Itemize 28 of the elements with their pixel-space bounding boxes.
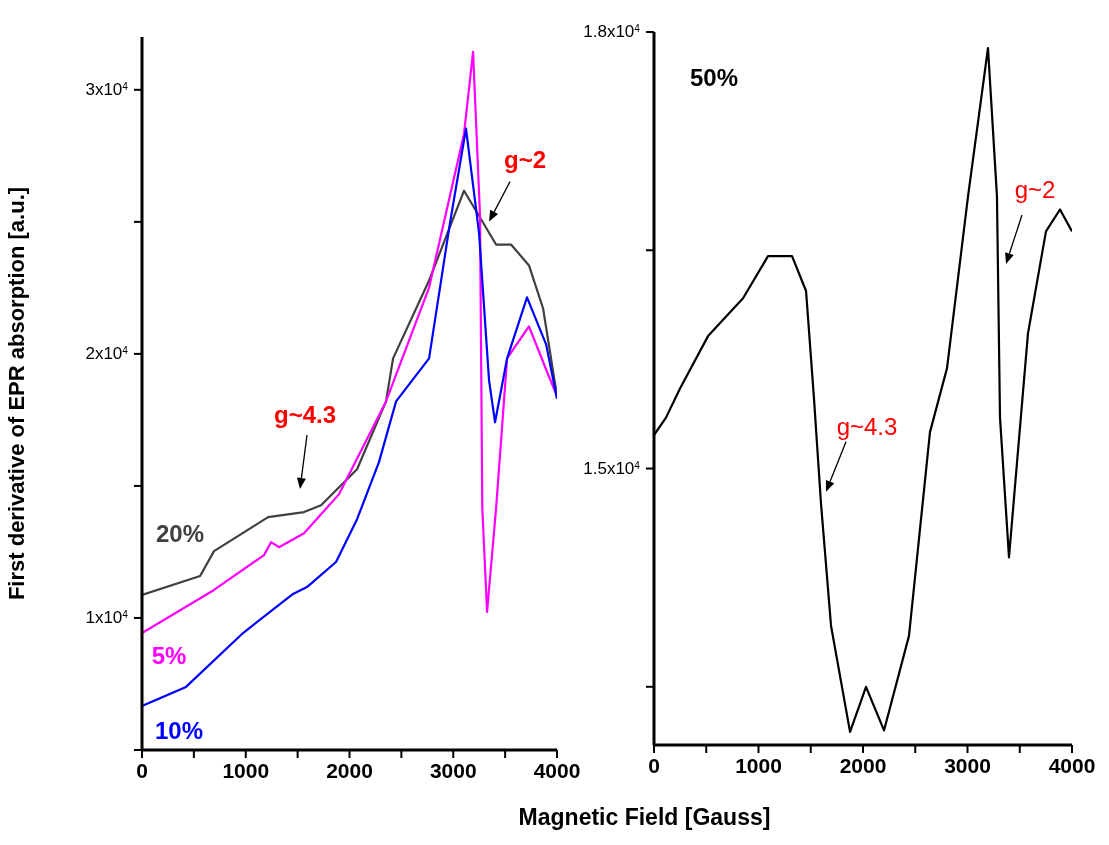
series-label: 20% <box>155 519 205 547</box>
annotation: g~4.3 <box>836 412 898 440</box>
x-tick-label: 2000 <box>326 759 373 782</box>
y-axis-title: First derivative of EPR absorption [a.u.] <box>3 186 29 601</box>
annotation: g~2 <box>1014 176 1056 203</box>
x-tick-label: 4000 <box>533 759 581 782</box>
x-tick-label: 3000 <box>429 759 477 782</box>
x-tick-label: 3000 <box>944 754 991 777</box>
x-tick-label: 1000 <box>222 759 270 782</box>
y-tick-label: 2x10$^{4}$ <box>85 343 129 363</box>
annotation: g~4.3 <box>273 401 337 428</box>
x-tick-label: 2000 <box>839 754 887 777</box>
annotation: g~2 <box>504 145 547 173</box>
x-tick-label: 4000 <box>1048 754 1096 777</box>
text: 50% <box>689 64 739 92</box>
x-tick-label: 0 <box>648 754 660 777</box>
x-tick-label: 0 <box>136 759 148 782</box>
y-tick-label: 1.8x10$^{4}$ <box>583 22 641 41</box>
y-tick-label: 3x10$^{4}$ <box>85 79 129 99</box>
line-series <box>142 189 557 597</box>
y-tick-label: 1.5x10$^{4}$ <box>583 458 641 478</box>
line-series <box>142 50 557 635</box>
series-label: 10% <box>154 716 204 744</box>
line-series <box>142 127 557 707</box>
x-axis-title: Magnetic Field [Gauss] <box>517 804 772 831</box>
x-tick-label: 1000 <box>735 754 782 777</box>
y-tick-label: 1x10$^{4}$ <box>85 607 129 627</box>
series-label: 5% <box>151 642 187 670</box>
